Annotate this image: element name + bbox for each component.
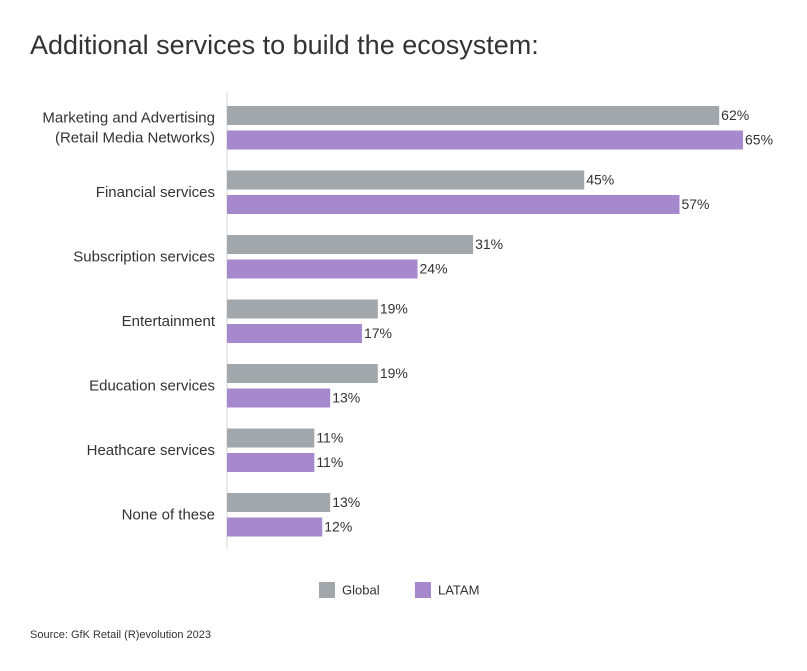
bar bbox=[227, 453, 315, 472]
y-tick-label: Subscription services bbox=[73, 248, 215, 265]
value-label: 13% bbox=[332, 494, 360, 510]
value-label: 24% bbox=[420, 261, 448, 277]
chart-title: Additional services to build the ecosyst… bbox=[30, 30, 539, 60]
value-label: 31% bbox=[475, 236, 503, 252]
value-label: 13% bbox=[332, 390, 360, 406]
value-label: 11% bbox=[316, 454, 343, 470]
value-label: 57% bbox=[681, 196, 709, 212]
bar bbox=[227, 517, 323, 537]
bar bbox=[227, 493, 331, 512]
value-label: 19% bbox=[380, 365, 408, 381]
bar bbox=[227, 130, 743, 150]
bar bbox=[227, 324, 362, 343]
legend-label: Global bbox=[342, 582, 380, 597]
value-label: 12% bbox=[324, 519, 352, 535]
y-tick-label: Heathcare services bbox=[87, 442, 215, 459]
value-label: 17% bbox=[364, 325, 392, 341]
bar bbox=[227, 170, 585, 190]
bar bbox=[227, 299, 378, 319]
legend-swatch bbox=[415, 582, 431, 598]
value-label: 45% bbox=[586, 172, 614, 188]
y-tick-label: Financial services bbox=[96, 184, 215, 201]
bar bbox=[227, 195, 680, 214]
value-label: 62% bbox=[721, 107, 749, 123]
legend-label: LATAM bbox=[438, 582, 479, 597]
bar bbox=[227, 364, 378, 383]
bar bbox=[227, 106, 720, 125]
value-label: 19% bbox=[380, 301, 408, 317]
value-label: 65% bbox=[745, 132, 773, 148]
value-label: 11% bbox=[316, 430, 343, 446]
bar bbox=[227, 259, 418, 279]
bar bbox=[227, 388, 331, 408]
y-tick-label: None of these bbox=[122, 506, 215, 523]
legend-swatch bbox=[319, 582, 335, 598]
y-tick-label: (Retail Media Networks) bbox=[55, 129, 215, 146]
bar bbox=[227, 235, 474, 254]
y-tick-label: Marketing and Advertising bbox=[42, 109, 215, 126]
y-tick-label: Education services bbox=[89, 377, 215, 394]
bar bbox=[227, 428, 315, 448]
y-tick-label: Entertainment bbox=[122, 313, 216, 330]
source: Source: GfK Retail (R)evolution 2023 bbox=[30, 629, 211, 641]
